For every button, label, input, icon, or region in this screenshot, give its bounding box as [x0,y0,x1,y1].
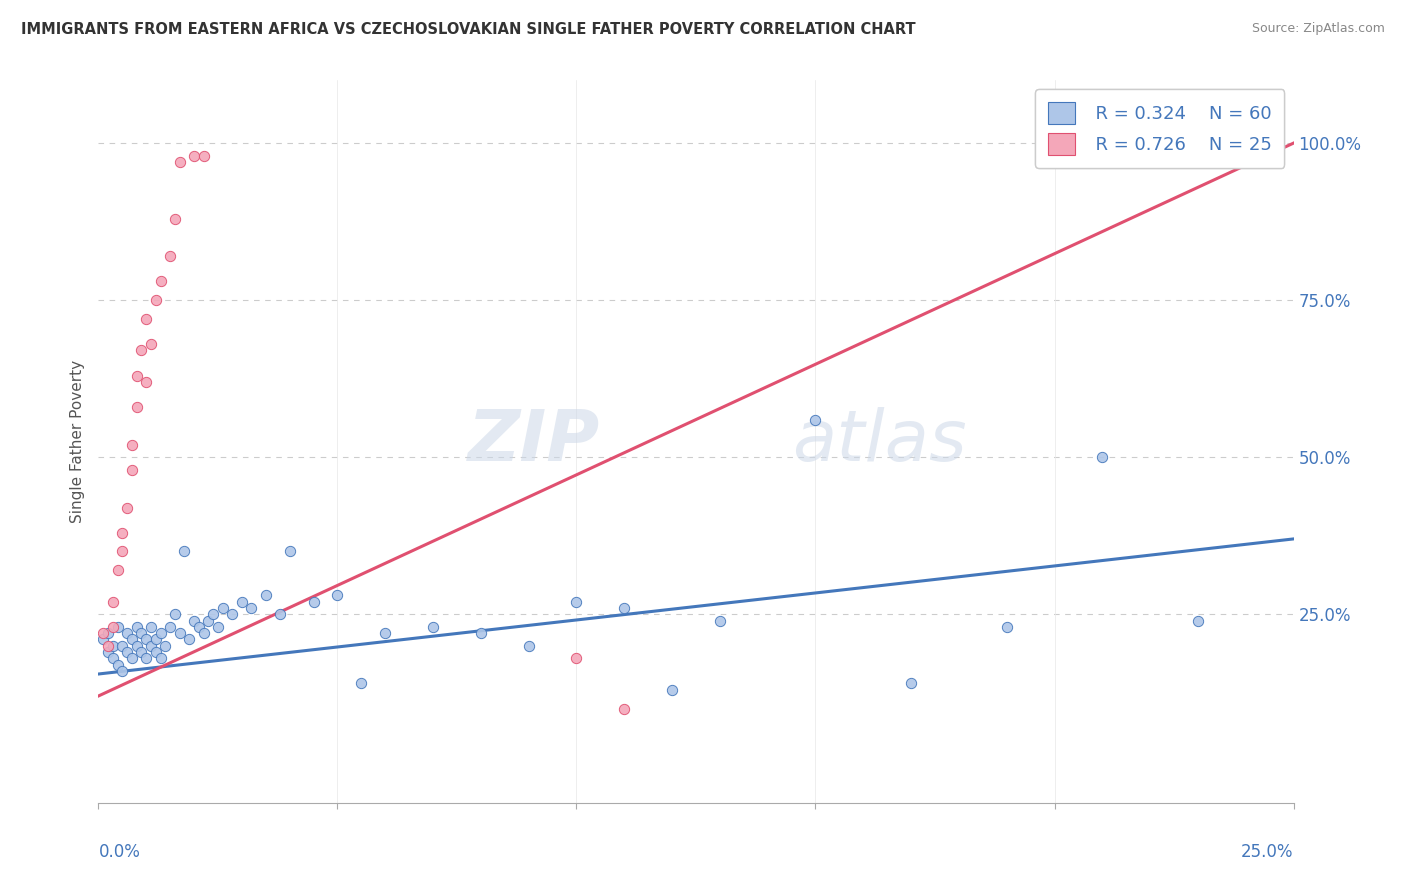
Point [326,589,349,603]
Point [145,645,167,659]
Point [97,639,120,653]
Point [125,400,148,414]
Point [470,626,492,640]
Point [350,676,373,690]
Point [613,601,636,615]
Point [613,701,636,715]
Point [149,626,172,640]
Text: atlas: atlas [792,407,966,476]
Point [97,626,120,640]
Point [155,639,177,653]
Point [125,620,148,634]
Point [159,249,181,263]
Y-axis label: Single Father Poverty: Single Father Poverty [70,360,86,523]
Point [517,639,540,653]
Point [145,632,167,647]
Text: 25.0%: 25.0% [1241,843,1294,861]
Point [121,632,143,647]
Point [111,639,134,653]
Point [900,676,922,690]
Point [1187,614,1209,628]
Point [107,620,129,634]
Point [231,595,253,609]
Point [709,614,731,628]
Point [131,626,153,640]
Point [183,614,205,628]
Point [121,651,143,665]
Point [159,620,181,634]
Point [101,595,124,609]
Point [115,626,138,640]
Point [254,589,277,603]
Point [995,620,1018,634]
Point [173,544,195,558]
Point [101,639,124,653]
Point [135,632,157,647]
Point [565,595,588,609]
Point [135,375,157,389]
Text: ZIP: ZIP [468,407,600,476]
Point [115,645,138,659]
Point [125,368,148,383]
Point [207,620,229,634]
Point [125,639,148,653]
Point [91,632,114,647]
Point [163,607,186,622]
Point [193,149,215,163]
Point [91,626,114,640]
Point [804,412,827,426]
Point [111,664,134,678]
Point [131,343,153,358]
Point [111,525,134,540]
Point [211,601,233,615]
Point [107,563,129,577]
Point [135,651,157,665]
Point [111,544,134,558]
Text: 0.0%: 0.0% [98,843,141,861]
Point [131,645,153,659]
Point [269,607,291,622]
Point [115,500,138,515]
Point [169,626,191,640]
Point [139,620,162,634]
Point [221,607,243,622]
Point [135,312,157,326]
Point [278,544,301,558]
Point [179,632,201,647]
Point [101,620,124,634]
Point [149,274,172,288]
Point [187,620,209,634]
Point [139,337,162,351]
Point [661,682,683,697]
Text: IMMIGRANTS FROM EASTERN AFRICA VS CZECHOSLOVAKIAN SINGLE FATHER POVERTY CORRELAT: IMMIGRANTS FROM EASTERN AFRICA VS CZECHO… [21,22,915,37]
Point [1091,450,1114,465]
Point [302,595,325,609]
Point [202,607,225,622]
Point [163,211,186,226]
Point [101,651,124,665]
Point [374,626,396,640]
Point [97,645,120,659]
Point [193,626,215,640]
Point [422,620,444,634]
Text: Source: ZipAtlas.com: Source: ZipAtlas.com [1251,22,1385,36]
Point [240,601,263,615]
Point [139,639,162,653]
Legend:   R = 0.324    N = 60,   R = 0.726    N = 25: R = 0.324 N = 60, R = 0.726 N = 25 [1035,89,1285,168]
Point [149,651,172,665]
Point [183,149,205,163]
Point [169,155,191,169]
Point [121,463,143,477]
Point [565,651,588,665]
Point [145,293,167,308]
Point [107,657,129,672]
Point [197,614,219,628]
Point [121,438,143,452]
